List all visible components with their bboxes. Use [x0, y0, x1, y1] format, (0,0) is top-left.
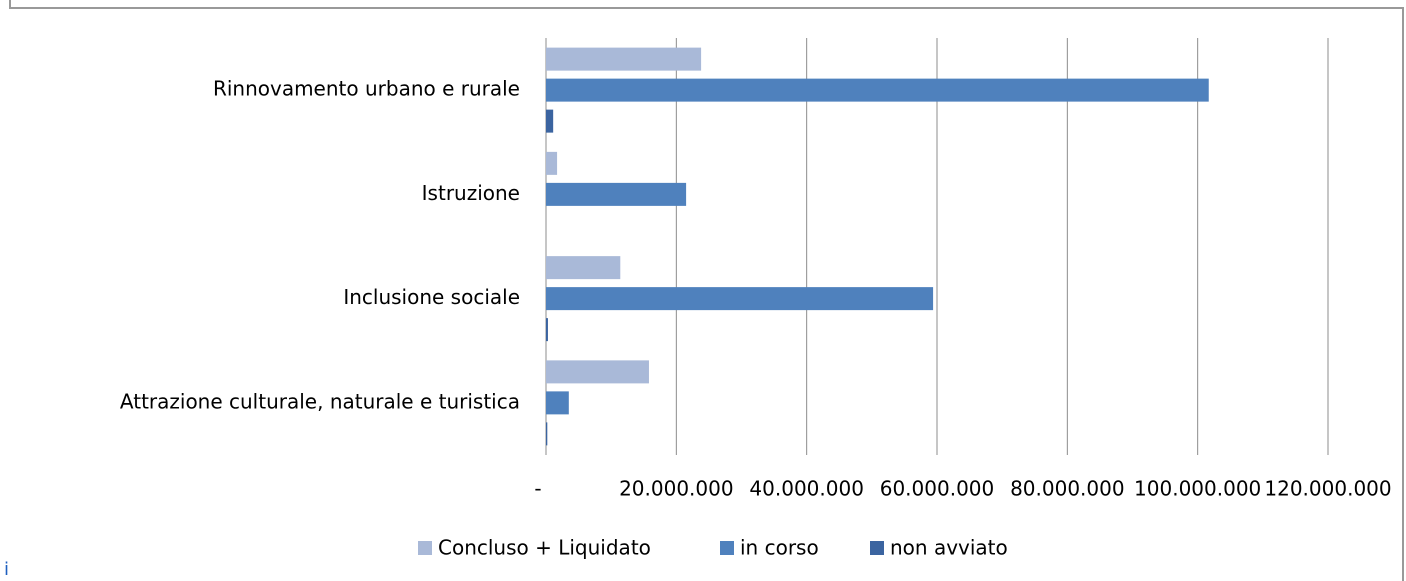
- bar: [546, 391, 569, 415]
- bar: [546, 78, 1209, 102]
- bar: [546, 287, 934, 311]
- corner-text: i: [4, 559, 9, 580]
- bar: [546, 47, 702, 71]
- legend-label: in corso: [740, 536, 819, 560]
- y-tick-label: Rinnovamento urbano e rurale: [213, 77, 520, 101]
- frame: [9, 0, 1404, 581]
- y-tick-label: Istruzione: [422, 181, 520, 205]
- x-tick-label: -: [534, 477, 541, 501]
- bar: [546, 360, 649, 384]
- x-tick-label: 80.000.000: [1010, 477, 1125, 501]
- x-tick-label: 60.000.000: [880, 477, 995, 501]
- bar: [546, 151, 558, 175]
- y-tick-label: Inclusione sociale: [343, 285, 520, 309]
- x-tick-label: 40.000.000: [749, 477, 864, 501]
- x-tick-label: 100.000.000: [1134, 477, 1261, 501]
- y-tick-label: Attrazione culturale, naturale e turisti…: [120, 389, 520, 413]
- legend-label: non avviato: [890, 536, 1008, 560]
- x-tick-label: 120.000.000: [1264, 477, 1391, 501]
- legend-swatch: [870, 541, 884, 555]
- bar: [546, 318, 548, 342]
- legend-label: Concluso + Liquidato: [438, 536, 651, 560]
- legend-swatch: [418, 541, 432, 555]
- bar: [546, 182, 687, 206]
- x-tick-label: 20.000.000: [619, 477, 734, 501]
- bar: [546, 422, 548, 446]
- bar: [546, 256, 621, 280]
- legend-swatch: [720, 541, 734, 555]
- bar: [546, 109, 554, 133]
